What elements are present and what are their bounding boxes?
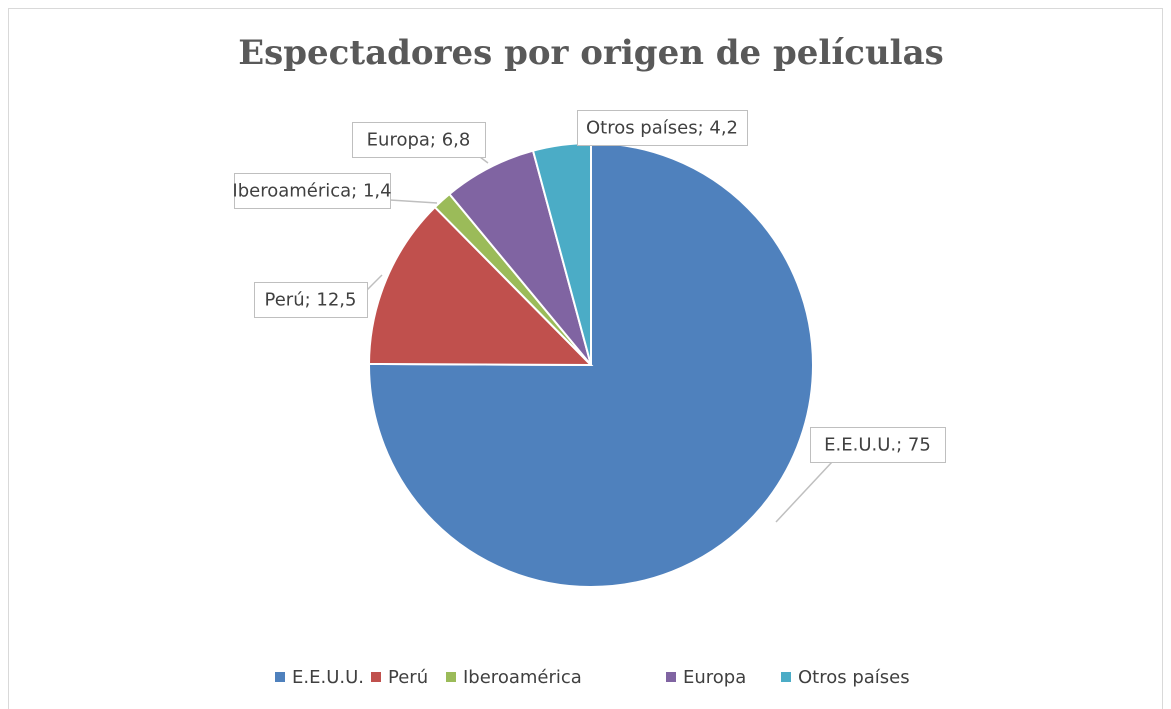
- legend-label: Perú: [388, 667, 428, 688]
- chart-title: Espectadores por origen de películas: [238, 33, 944, 73]
- legend-label: Iberoamérica: [463, 667, 582, 688]
- legend-swatch: [371, 672, 381, 682]
- data-label-box: [352, 122, 486, 158]
- leader-line: [366, 274, 383, 291]
- data-label: Otros países; 4,2: [586, 118, 738, 139]
- pie-slice: [367, 205, 594, 367]
- data-label-box: [810, 427, 946, 463]
- data-label: E.E.U.U.; 75: [824, 435, 931, 456]
- leader-line: [775, 461, 833, 523]
- data-label-box: [234, 173, 391, 209]
- data-label-box: [254, 282, 368, 318]
- data-label: Perú; 12,5: [265, 290, 357, 311]
- leader-line: [389, 199, 438, 204]
- legend-swatch: [446, 672, 456, 682]
- legend-swatch: [666, 672, 676, 682]
- legend-label: Europa: [683, 667, 746, 688]
- pie-slice: [367, 141, 814, 588]
- data-label-box: [577, 110, 748, 146]
- legend-label: E.E.U.U.: [292, 667, 364, 688]
- legend-swatch: [275, 672, 285, 682]
- legend-swatch: [781, 672, 791, 682]
- data-label: Iberoamérica; 1,4: [232, 181, 391, 202]
- data-label: Europa; 6,8: [367, 130, 471, 151]
- legend-label: Otros países: [798, 667, 910, 688]
